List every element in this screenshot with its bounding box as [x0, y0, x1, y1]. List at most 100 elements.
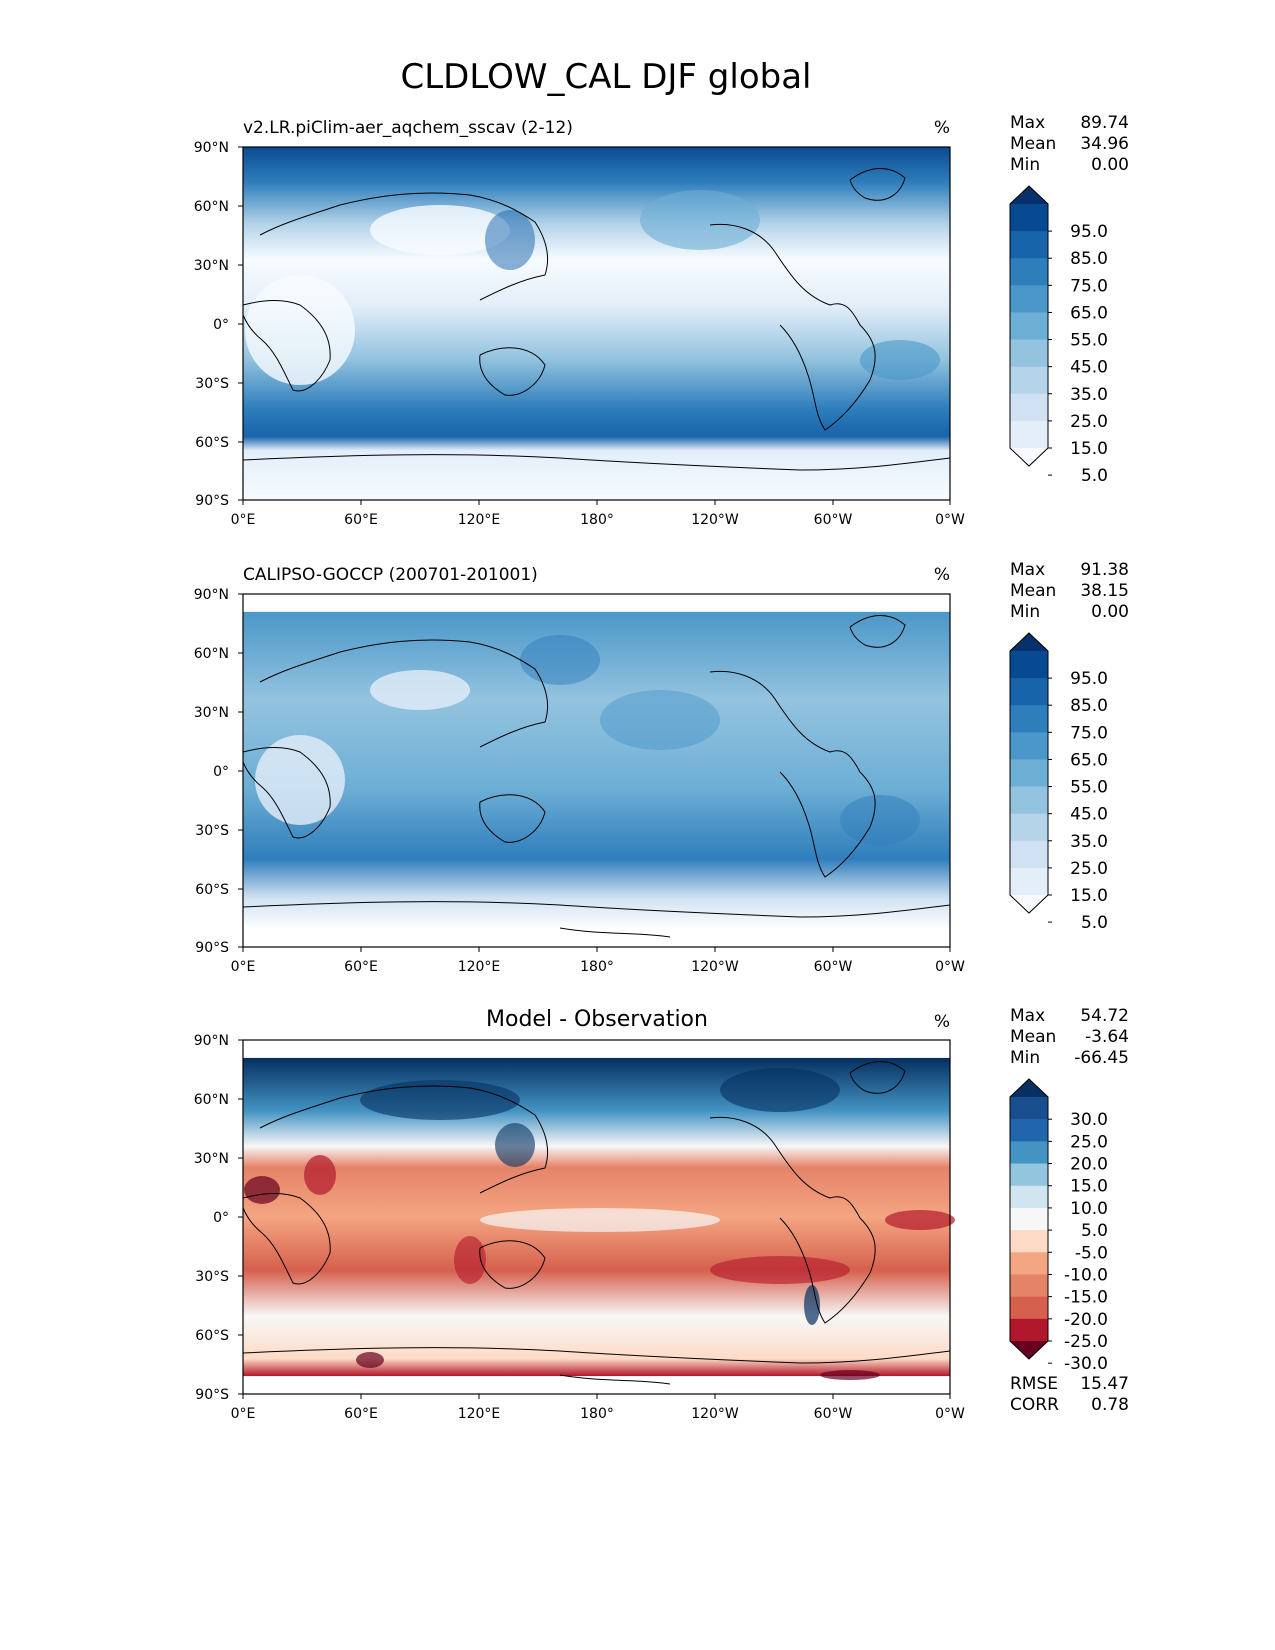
- coastlines: [242, 615, 951, 938]
- lon-tick-label: 120°E: [458, 1406, 501, 1422]
- lon-tick-label: 120°E: [458, 512, 501, 528]
- colorbar-tick-label: -25.0: [1064, 1332, 1108, 1352]
- colorbar-extension-top: [1010, 633, 1048, 651]
- colorbar-tick-label: 45.0: [1070, 805, 1108, 825]
- stat-label: Max: [1010, 560, 1045, 580]
- map-field: [243, 147, 950, 500]
- lon-tick-label: 120°E: [458, 959, 501, 975]
- colorbar-tick-label: 75.0: [1070, 276, 1108, 296]
- stat-value: 38.15: [1080, 581, 1129, 601]
- colorbar-tick-label: 35.0: [1070, 832, 1108, 852]
- panel-1: 90°N 60°N 30°N 0° 30°S 60°S 90°S 0°E 60°…: [194, 113, 1129, 528]
- colorbar-segment: [1010, 1207, 1048, 1231]
- lon-tick-label: 180°: [580, 1406, 614, 1422]
- colorbar-tick-label: 10.0: [1070, 1199, 1108, 1219]
- stat-value: 89.74: [1080, 113, 1129, 133]
- colorbar-tick-label: 35.0: [1070, 385, 1108, 405]
- lon-tick-label: 60°W: [814, 512, 853, 528]
- colorbar-tick-label: 5.0: [1081, 466, 1108, 486]
- lon-tick-label: 0°W: [935, 512, 965, 528]
- lat-ticks: 90°N 60°N 30°N 0° 30°S 60°S 90°S: [194, 587, 229, 956]
- lon-tick-label: 120°W: [691, 512, 739, 528]
- lon-tick-label: 120°W: [691, 1406, 739, 1422]
- colorbar-tick-label: 55.0: [1070, 778, 1108, 798]
- colorbar: 95.0 85.0 75.0 65.0 55.0 45.0 35.0 25.0 15.0 5.0: [1009, 632, 1108, 933]
- colorbar-extension-top: [1010, 1079, 1048, 1097]
- colorbar-extension-bottom: [1010, 448, 1048, 466]
- colorbar-tick-label: 55.0: [1070, 331, 1108, 351]
- panel-units: %: [934, 565, 950, 585]
- colorbar-segment: [1010, 366, 1048, 395]
- lon-tick-label: 60°W: [814, 1406, 853, 1422]
- colorbar-segment: [1010, 1296, 1048, 1320]
- field-features: [244, 1068, 955, 1380]
- stat-value: -66.45: [1074, 1048, 1129, 1068]
- lon-ticks: 0°E 60°E 120°E 180° 120°W 60°W 0°W: [231, 1406, 965, 1422]
- colorbar-segment: [1010, 420, 1048, 449]
- colorbar-tick-label: 20.0: [1070, 1155, 1108, 1175]
- colorbar-extension-bottom: [1010, 1341, 1048, 1359]
- lat-tick-label: 60°S: [195, 882, 229, 898]
- lat-tick-label: 30°S: [195, 376, 229, 392]
- skill-label: CORR: [1010, 1395, 1059, 1415]
- colorbar-segment: [1010, 786, 1048, 815]
- panel-units: %: [934, 1012, 950, 1032]
- lon-tick-label: 0°W: [935, 959, 965, 975]
- lon-tick-marks: [242, 1394, 951, 1399]
- lat-tick-label: 90°N: [194, 140, 229, 156]
- panel-2: 90°N 60°N 30°N 0° 30°S 60°S 90°S 0°E 60°…: [194, 560, 1129, 975]
- lat-tick-label: 90°S: [195, 940, 229, 956]
- colorbar-extension-bottom: [1010, 895, 1048, 913]
- colorbar-segment: [1010, 813, 1048, 842]
- colorbar-segment: [1010, 759, 1048, 788]
- colorbar-segment: [1010, 1163, 1048, 1187]
- lon-tick-label: 0°E: [231, 512, 256, 528]
- colorbar-tick-label: -15.0: [1064, 1288, 1108, 1308]
- coastlines: [242, 1061, 951, 1385]
- skill-value: 0.78: [1091, 1395, 1129, 1415]
- colorbar-segment: [1010, 705, 1048, 733]
- colorbar-outline: [1009, 185, 1049, 467]
- colorbar-segment: [1010, 678, 1048, 706]
- colorbar-segment: [1010, 867, 1048, 896]
- field-features: [245, 190, 940, 385]
- colorbar-segment: [1010, 1230, 1048, 1253]
- lon-tick-marks: [242, 947, 951, 952]
- colorbar-segment: [1010, 1097, 1048, 1120]
- panel-center-title: Model - Observation: [486, 1007, 708, 1032]
- panel-units: %: [934, 118, 950, 138]
- stats-block: Max 54.72 Mean -3.64 Min -66.45: [1010, 1006, 1129, 1068]
- panel-left-title: CALIPSO-GOCCP (200701-201001): [243, 565, 538, 585]
- colorbar-tick-label: 15.0: [1070, 439, 1108, 459]
- stat-label: Mean: [1010, 134, 1056, 154]
- colorbar-segment: [1010, 732, 1048, 760]
- colorbar-tick-label: -30.0: [1064, 1354, 1108, 1374]
- lat-tick-label: 30°S: [195, 823, 229, 839]
- stat-value: 54.72: [1080, 1006, 1129, 1026]
- colorbar-tick-label: 95.0: [1070, 222, 1108, 242]
- lon-tick-label: 60°E: [344, 1406, 378, 1422]
- stat-label: Min: [1010, 155, 1040, 175]
- lon-tick-label: 180°: [580, 959, 614, 975]
- stat-label: Min: [1010, 602, 1040, 622]
- colorbar-tick-label: 85.0: [1070, 696, 1108, 716]
- colorbar-tick-label: 25.0: [1070, 859, 1108, 879]
- colorbar-tick-label: -5.0: [1075, 1243, 1108, 1263]
- lon-tick-label: 0°W: [935, 1406, 965, 1422]
- colorbar-tick-label: 5.0: [1081, 913, 1108, 933]
- colorbar: 30.025.0 20.015.010.05.0-5.0-10.0 -15.0-20…: [1009, 1078, 1108, 1374]
- lat-tick-label: 90°N: [194, 1033, 229, 1049]
- lat-tick-marks: [238, 146, 243, 501]
- colorbar-tick-label: 5.0: [1081, 1221, 1108, 1241]
- colorbar-tick-label: 95.0: [1070, 669, 1108, 689]
- stat-value: 0.00: [1091, 602, 1129, 622]
- lat-tick-label: 60°N: [194, 199, 229, 215]
- colorbar-tick-label: 25.0: [1070, 412, 1108, 432]
- lon-ticks: 0°E 60°E 120°E 180° 120°W 60°W 0°W: [231, 512, 965, 528]
- colorbar-tick-label: -10.0: [1064, 1265, 1108, 1285]
- stat-value: 91.38: [1080, 560, 1129, 580]
- lat-tick-label: 60°N: [194, 646, 229, 662]
- lon-ticks: 0°E 60°E 120°E 180° 120°W 60°W 0°W: [231, 959, 965, 975]
- coastlines: [242, 168, 951, 471]
